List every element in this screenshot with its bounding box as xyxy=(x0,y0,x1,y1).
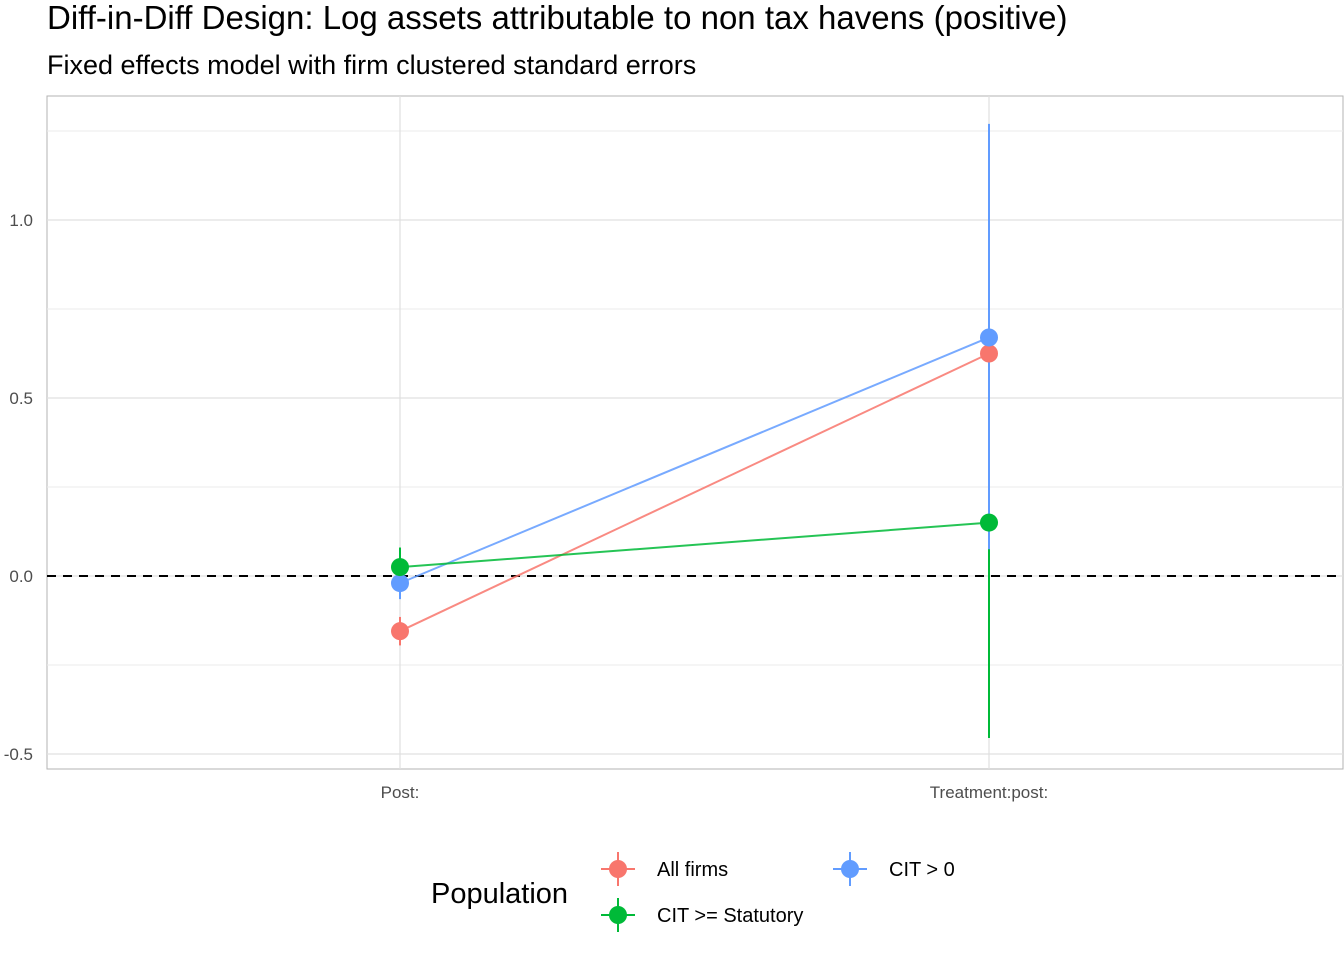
data-point xyxy=(391,558,409,577)
legend-key-point xyxy=(609,860,627,878)
chart-subtitle: Fixed effects model with firm clustered … xyxy=(47,50,696,80)
series-line xyxy=(399,352,990,633)
y-tick-label: -0.5 xyxy=(4,745,33,764)
legend-label: All firms xyxy=(657,859,728,881)
data-point xyxy=(980,344,998,363)
legend-label: CIT >= Statutory xyxy=(657,905,803,927)
data-point xyxy=(391,622,409,641)
y-tick-label: 0.5 xyxy=(9,389,33,408)
chart-title: Diff-in-Diff Design: Log assets attribut… xyxy=(47,0,1067,36)
legend-key-point xyxy=(841,860,859,878)
x-tick-label: Treatment:post: xyxy=(930,783,1048,802)
x-tick-label: Post: xyxy=(381,783,420,802)
panel-border xyxy=(46,95,1344,770)
data-point xyxy=(980,513,998,532)
data-point xyxy=(980,328,998,347)
data-point xyxy=(391,574,409,593)
series-line xyxy=(399,521,990,569)
series-line xyxy=(399,336,990,585)
y-tick-label: 0.0 xyxy=(9,567,33,586)
legend: Population All firms CIT >= Statutory CIT >… xyxy=(431,852,955,932)
plot-panel: -0.5 0.0 0.5 1.0 Post: Treatment:post: xyxy=(4,95,1344,802)
legend-label: CIT > 0 xyxy=(889,859,955,881)
legend-key-point xyxy=(609,906,627,924)
legend-title: Population xyxy=(431,878,568,910)
y-tick-label: 1.0 xyxy=(9,211,33,230)
